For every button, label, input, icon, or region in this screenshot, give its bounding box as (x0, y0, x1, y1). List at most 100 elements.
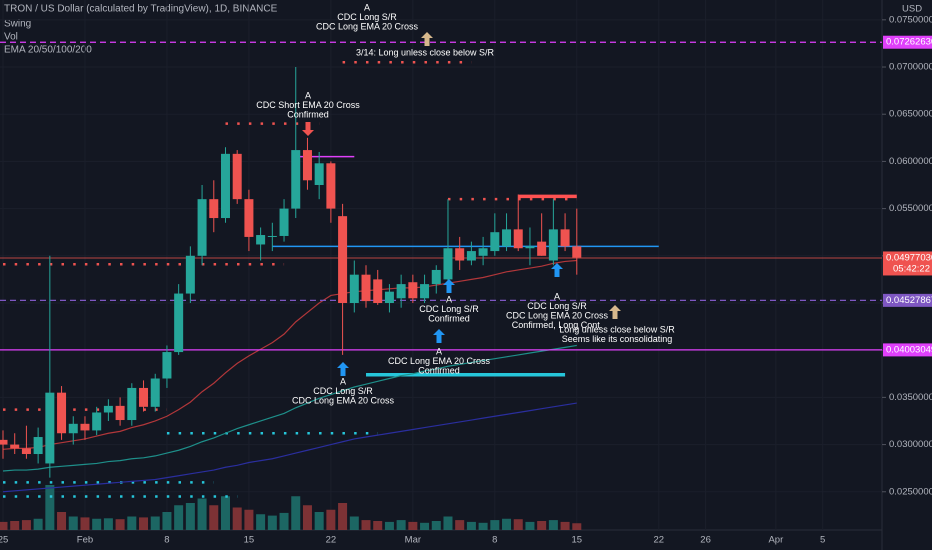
annotation-text: Confirmed, Long Cont. (512, 320, 603, 330)
candle-body (361, 274, 371, 302)
candle-body (478, 248, 488, 256)
annotation-text: 3/14: Long unless close below S/R (356, 47, 495, 57)
candle-body (0, 439, 8, 445)
candle-body (21, 448, 31, 455)
volume-bar (338, 503, 348, 530)
candle-body (338, 216, 348, 303)
indicator-label: Swing (4, 19, 31, 30)
ema-line (2, 402, 577, 493)
volume-bar (68, 516, 78, 530)
annotation-text: A (436, 346, 442, 356)
price-tag-label: 0.04003049 (886, 344, 932, 355)
annotation-text: A (305, 90, 311, 100)
indicator-label: EMA 20/50/100/200 (4, 45, 92, 56)
candle-body (513, 229, 523, 249)
annotation-arrow (337, 362, 349, 376)
volume-bar (361, 520, 371, 530)
volume-bar (525, 521, 535, 530)
x-tick-label: Mar (405, 535, 421, 546)
y-tick-label: 0.07500000 (889, 14, 932, 25)
candle-body (349, 274, 359, 303)
volume-bar (267, 515, 277, 530)
price-tag (883, 293, 932, 307)
annotation-text: Confirmed (418, 365, 460, 375)
ema-line (2, 259, 577, 450)
x-tick-label: 8 (492, 535, 497, 546)
annotation-text: Seems like its consolidating (562, 334, 673, 344)
volume-bar (455, 520, 465, 530)
volume-bar (513, 519, 523, 530)
candle-body (244, 199, 254, 237)
x-tick-label: Feb (77, 535, 93, 546)
volume-bar (572, 523, 582, 530)
candle-body (408, 282, 418, 299)
volume-bar (466, 521, 476, 530)
annotation-text: Long unless close below S/R (559, 324, 675, 334)
candle-body (525, 246, 535, 249)
candle-body (560, 229, 570, 247)
currency-label: USD (902, 4, 922, 15)
candle-body (396, 284, 406, 299)
annotation-text: CDC Long EMA 20 Cross (292, 395, 395, 405)
annotation-text: A (364, 2, 370, 12)
volume-bar (174, 505, 184, 530)
candle-body (572, 246, 582, 258)
price-tag (883, 35, 932, 49)
x-tick-label: 15 (572, 535, 583, 546)
candle-body (209, 199, 219, 219)
annotation-text: CDC Long S/R (337, 12, 397, 22)
candle-body (302, 150, 312, 181)
candle-body (139, 387, 149, 407)
volume-bar (396, 520, 406, 530)
x-tick-label: 22 (653, 535, 664, 546)
candle-body (57, 392, 67, 434)
volume-bar (478, 522, 488, 530)
indicator-label: Vol (4, 32, 18, 43)
candle-body (174, 293, 184, 353)
x-tick-label: 22 (326, 535, 337, 546)
annotation-text: Confirmed (428, 313, 470, 323)
x-tick-label: 8 (164, 535, 169, 546)
volume-bar (80, 517, 90, 530)
candle-body (443, 248, 453, 280)
annotation-arrow (609, 305, 621, 319)
volume-bar (560, 521, 570, 530)
x-tick-label: 26 (700, 535, 711, 546)
annotation-text: CDC Long EMA 20 Cross (388, 356, 491, 366)
volume-bar (537, 521, 547, 530)
candle-body (431, 269, 441, 285)
volume-bar (220, 496, 230, 530)
annotation-arrow (302, 122, 314, 136)
candle-body (314, 163, 324, 186)
candle-body (256, 235, 266, 245)
candle-body (68, 423, 78, 434)
candle-body (537, 241, 547, 256)
candle-body (115, 405, 125, 421)
annotation-text: CDC Long EMA 20 Cross (316, 21, 419, 31)
annotation-text: A (446, 294, 452, 304)
annotation-text: CDC Long EMA 20 Cross (506, 310, 609, 320)
candle-body (373, 279, 383, 303)
price-tag-label: 0.07262630 (886, 37, 932, 48)
candle-body (45, 392, 55, 464)
volume-bar (0, 521, 8, 530)
candle-body (103, 405, 113, 413)
volume-bar (92, 518, 102, 530)
volume-bar (326, 509, 336, 530)
volume-bar (150, 516, 160, 530)
volume-bar (349, 516, 359, 530)
volume-bar (431, 521, 441, 530)
volume-bar (490, 520, 500, 530)
volume-bar (232, 507, 242, 530)
x-tick-label: 15 (244, 535, 255, 546)
volume-bar (115, 519, 125, 530)
candle-body (185, 255, 195, 294)
candle-body (232, 153, 242, 200)
volume-bar (45, 485, 55, 530)
volume-bar (21, 520, 31, 530)
